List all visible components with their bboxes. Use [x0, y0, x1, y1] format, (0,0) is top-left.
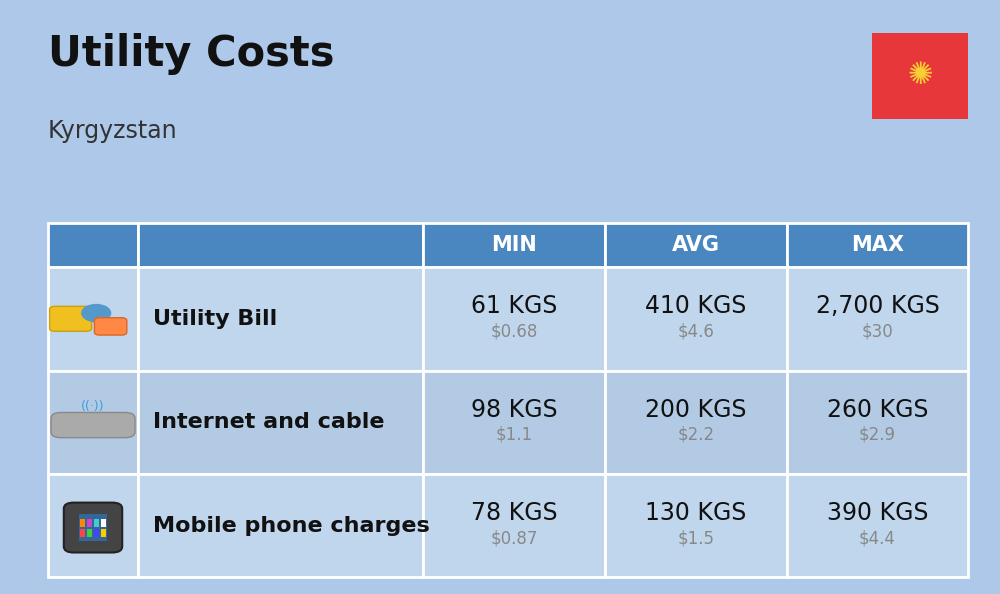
- Text: $0.87: $0.87: [490, 529, 538, 547]
- Bar: [787, 371, 968, 474]
- Text: 130 KGS: 130 KGS: [645, 501, 747, 525]
- Text: Utility Costs: Utility Costs: [48, 33, 334, 75]
- Bar: [80, 529, 85, 537]
- Bar: [87, 529, 92, 537]
- Bar: [423, 223, 605, 267]
- Bar: [87, 519, 92, 527]
- Bar: [605, 223, 787, 267]
- Bar: [423, 474, 605, 577]
- Text: 410 KGS: 410 KGS: [645, 295, 747, 318]
- FancyBboxPatch shape: [51, 412, 135, 438]
- Bar: [423, 267, 605, 371]
- Bar: [138, 223, 423, 267]
- Text: $4.4: $4.4: [859, 529, 896, 547]
- Text: 2,700 KGS: 2,700 KGS: [816, 295, 939, 318]
- Text: 61 KGS: 61 KGS: [471, 295, 557, 318]
- Bar: [787, 223, 968, 267]
- Bar: [48, 474, 138, 577]
- Text: Kyrgyzstan: Kyrgyzstan: [48, 119, 178, 143]
- Bar: [80, 519, 85, 527]
- Text: MAX: MAX: [851, 235, 904, 255]
- Text: 98 KGS: 98 KGS: [471, 398, 557, 422]
- Circle shape: [82, 305, 111, 321]
- Text: 260 KGS: 260 KGS: [827, 398, 928, 422]
- FancyBboxPatch shape: [94, 318, 127, 335]
- Text: $30: $30: [862, 322, 893, 340]
- Bar: [787, 474, 968, 577]
- Bar: [138, 267, 423, 371]
- FancyBboxPatch shape: [50, 307, 92, 331]
- Bar: [94, 519, 99, 527]
- Bar: [605, 267, 787, 371]
- Text: 200 KGS: 200 KGS: [645, 398, 747, 422]
- Text: ((·)): ((·)): [81, 400, 105, 413]
- Bar: [48, 371, 138, 474]
- Bar: [101, 519, 106, 527]
- Bar: [138, 474, 423, 577]
- Text: $4.6: $4.6: [678, 322, 714, 340]
- Text: $2.9: $2.9: [859, 426, 896, 444]
- Text: $0.68: $0.68: [490, 322, 538, 340]
- Text: AVG: AVG: [672, 235, 720, 255]
- Text: Utility Bill: Utility Bill: [153, 309, 277, 329]
- Bar: [48, 267, 138, 371]
- Bar: [94, 529, 99, 537]
- FancyBboxPatch shape: [79, 514, 107, 541]
- Bar: [101, 529, 106, 537]
- Text: $1.1: $1.1: [495, 426, 533, 444]
- Text: Internet and cable: Internet and cable: [153, 412, 384, 432]
- FancyBboxPatch shape: [872, 33, 968, 119]
- FancyBboxPatch shape: [64, 503, 122, 552]
- Text: 78 KGS: 78 KGS: [471, 501, 557, 525]
- Text: $1.5: $1.5: [678, 529, 714, 547]
- Bar: [605, 474, 787, 577]
- Bar: [138, 371, 423, 474]
- Bar: [48, 223, 138, 267]
- Bar: [787, 267, 968, 371]
- Text: MIN: MIN: [491, 235, 537, 255]
- Text: ✺: ✺: [907, 61, 933, 90]
- Text: Mobile phone charges: Mobile phone charges: [153, 516, 430, 536]
- Text: $2.2: $2.2: [677, 426, 715, 444]
- Bar: [605, 371, 787, 474]
- Text: 390 KGS: 390 KGS: [827, 501, 928, 525]
- Bar: [423, 371, 605, 474]
